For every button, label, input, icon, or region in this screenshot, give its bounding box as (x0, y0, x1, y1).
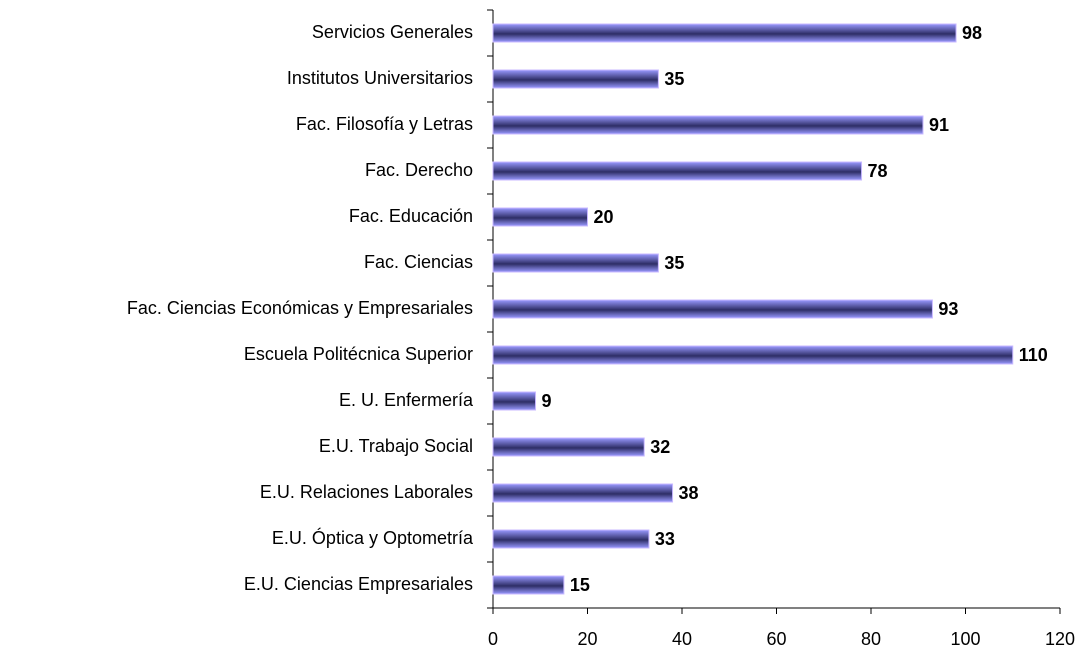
y-tick-label: Institutos Universitarios (287, 68, 473, 88)
x-tick-label: 20 (577, 629, 597, 649)
y-tick-label: Fac. Educación (349, 206, 473, 226)
bar (492, 345, 1014, 365)
bar (492, 69, 659, 89)
value-label: 38 (679, 483, 699, 503)
bar (492, 207, 588, 227)
y-tick-label: Fac. Derecho (365, 160, 473, 180)
value-label: 32 (650, 437, 670, 457)
bar (492, 115, 924, 135)
bar (492, 161, 863, 181)
y-tick-label: E.U. Óptica y Optometría (272, 527, 474, 548)
value-label: 9 (542, 391, 552, 411)
value-label: 33 (655, 529, 675, 549)
y-tick-label: E.U. Relaciones Laborales (260, 482, 473, 502)
x-tick-label: 0 (488, 629, 498, 649)
x-tick-label: 120 (1045, 629, 1075, 649)
y-tick-label: Servicios Generales (312, 22, 473, 42)
value-label: 15 (570, 575, 590, 595)
bar (492, 23, 957, 43)
value-label: 110 (1019, 345, 1048, 365)
value-label: 78 (868, 161, 888, 181)
y-tick-label: E.U. Trabajo Social (319, 436, 473, 456)
bar (492, 483, 674, 503)
x-tick-label: 80 (861, 629, 881, 649)
value-label: 35 (664, 69, 684, 89)
y-tick-label: Escuela Politécnica Superior (244, 344, 473, 364)
bar (492, 391, 537, 411)
x-tick-label: 40 (672, 629, 692, 649)
bar (492, 299, 933, 319)
x-tick-label: 100 (950, 629, 980, 649)
y-tick-label: Fac. Ciencias (364, 252, 473, 272)
value-label: 93 (938, 299, 958, 319)
bar (492, 529, 650, 549)
value-label: 91 (929, 115, 949, 135)
bar (492, 575, 565, 595)
value-label: 20 (594, 207, 614, 227)
bar (492, 253, 659, 273)
bar (492, 437, 645, 457)
y-tick-label: E. U. Enfermería (339, 390, 474, 410)
y-tick-label: Fac. Filosofía y Letras (296, 114, 473, 134)
value-label: 98 (962, 23, 982, 43)
y-tick-label: Fac. Ciencias Económicas y Empresariales (127, 298, 473, 318)
value-label: 35 (664, 253, 684, 273)
y-tick-label: E.U. Ciencias Empresariales (244, 574, 473, 594)
x-tick-label: 60 (766, 629, 786, 649)
